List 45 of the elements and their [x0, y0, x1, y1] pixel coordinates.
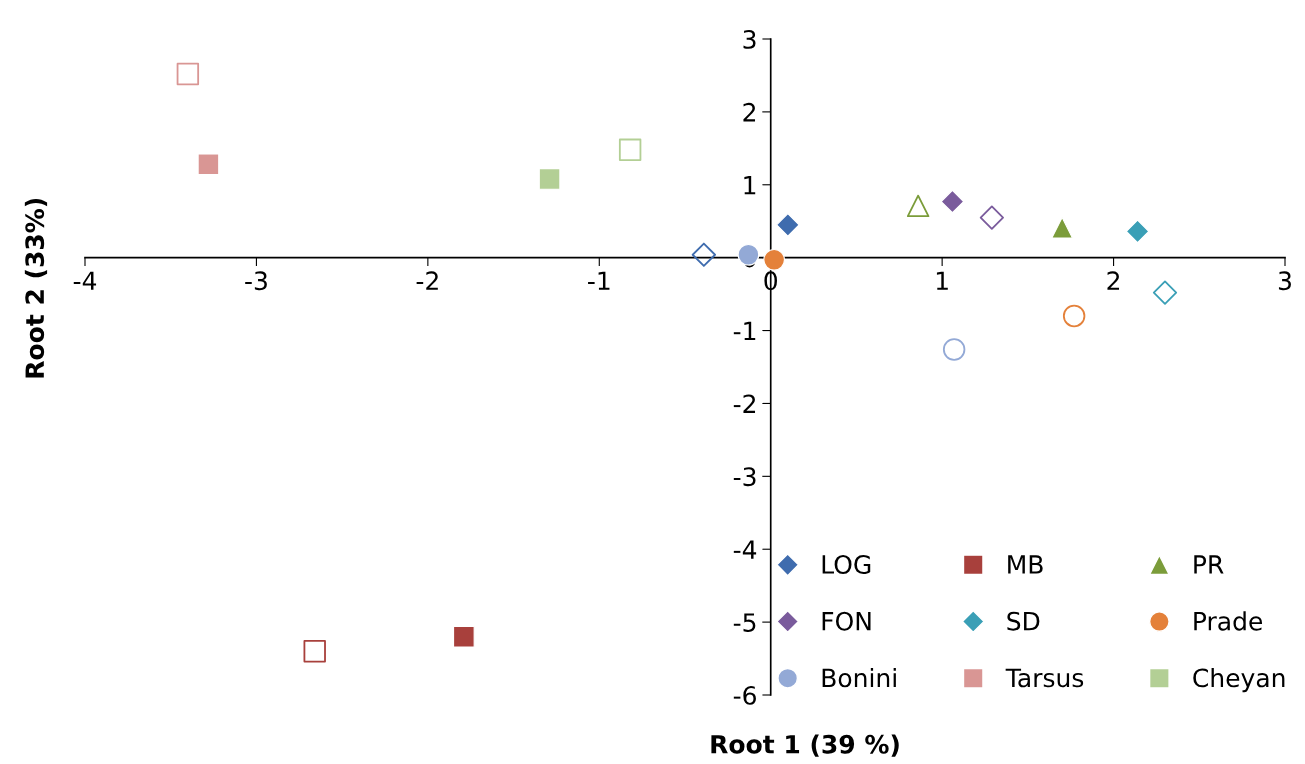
y-tick-label: -3 — [733, 467, 756, 487]
y-tick-label: -4 — [733, 540, 757, 559]
point — [906, 194, 930, 218]
y-tick-label: 2 — [743, 102, 756, 122]
point — [618, 138, 642, 161]
y-tick-label: 1 — [744, 176, 756, 195]
point — [197, 153, 220, 176]
y-tick-label: -2 — [733, 394, 756, 413]
x-tick-label: -3 — [245, 271, 267, 291]
x-tick-label: -1 — [588, 271, 610, 290]
x-tick-label: 2 — [1107, 271, 1120, 290]
legend-label: Cheyan — [1193, 667, 1285, 693]
point — [453, 625, 475, 648]
y-tick-label: -6 — [733, 685, 756, 705]
point — [1125, 219, 1150, 244]
point — [979, 205, 1004, 230]
y-axis-title: Root 2 (33%) — [24, 198, 48, 378]
y-tick-label: -5 — [733, 613, 756, 632]
point — [691, 242, 716, 267]
point — [538, 168, 561, 190]
y-tick-label: 3 — [743, 29, 756, 49]
point — [1062, 304, 1086, 328]
legend-label: Tarsus — [1005, 668, 1084, 688]
point — [303, 640, 326, 663]
x-tick-label: 1 — [936, 271, 948, 290]
point — [737, 243, 760, 266]
x-axis-title: Root 1 (39 %) — [711, 734, 899, 757]
legend-label: LOG — [822, 555, 871, 574]
legend-label: Prade — [1194, 611, 1263, 631]
point — [1152, 280, 1178, 305]
point — [776, 213, 800, 237]
point — [942, 338, 966, 361]
x-tick-label: -4 — [73, 271, 97, 290]
x-tick-label: 3 — [1278, 271, 1291, 291]
legend-label: SD — [1007, 611, 1040, 631]
point — [940, 189, 965, 214]
y-tick-label: -1 — [733, 321, 756, 341]
legend-label: PR — [1194, 555, 1224, 574]
legend-label: FON — [822, 611, 871, 631]
legend-label: Bonini — [822, 667, 896, 688]
point — [1051, 216, 1073, 239]
point — [763, 248, 785, 271]
x-tick-label: -2 — [416, 271, 438, 290]
point — [176, 62, 200, 86]
legend-label: MB — [1008, 555, 1043, 574]
